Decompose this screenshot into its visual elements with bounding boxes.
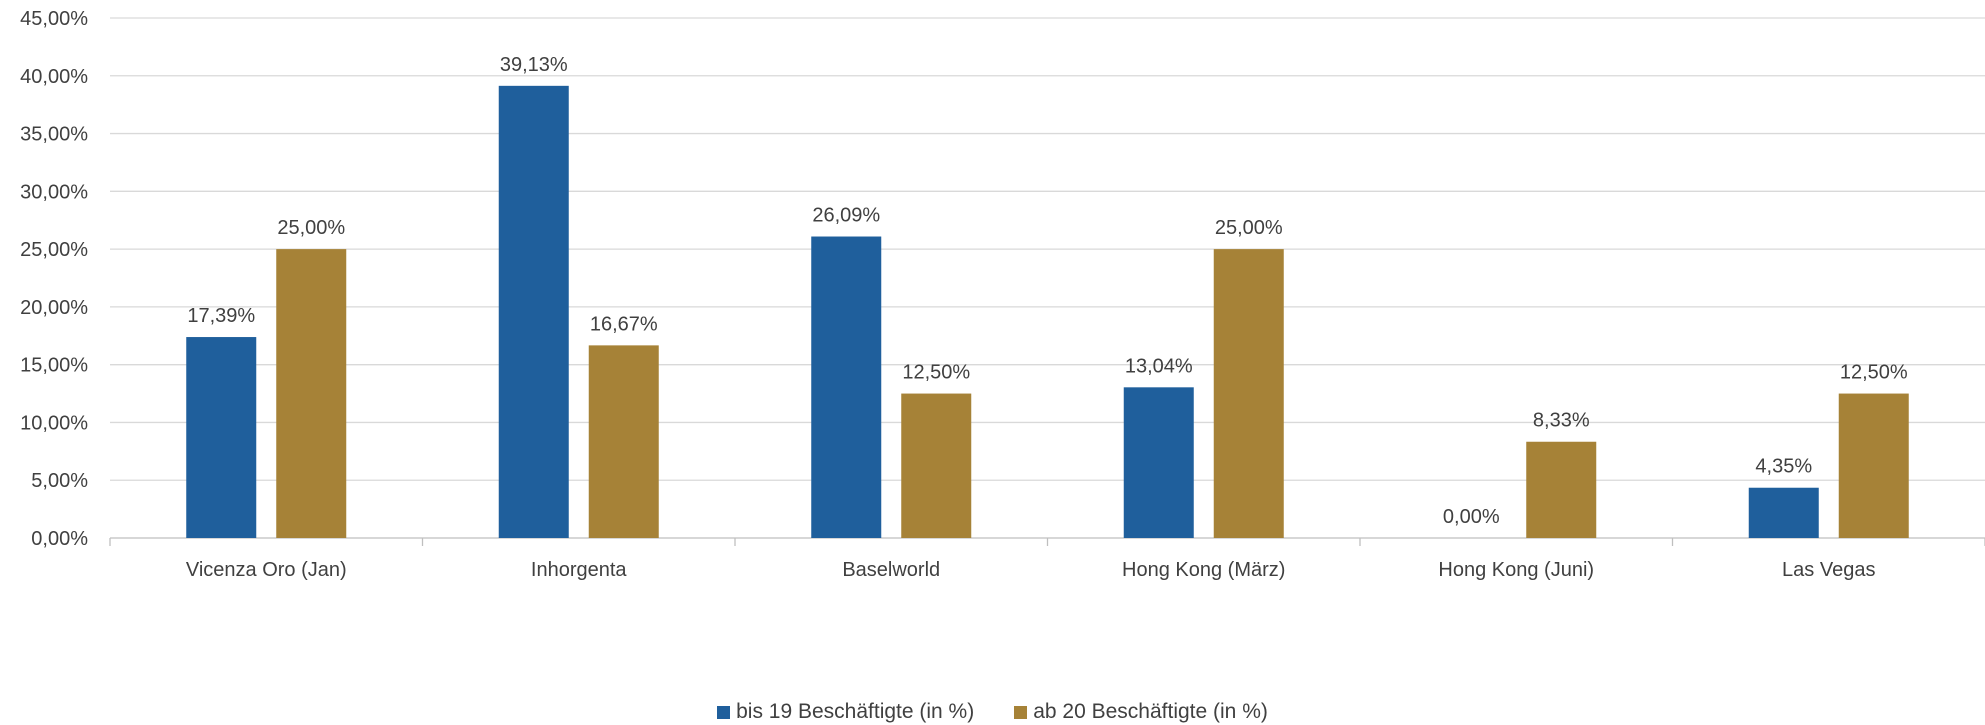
y-tick-label: 45,00% <box>20 8 88 30</box>
y-tick-label: 40,00% <box>20 66 88 88</box>
bar-chart: 0,00% 5,00% 10,00% 15,00% 20,00% 25,00% 30,00%… <box>20 8 1985 581</box>
legend-label-series-2: ab 20 Beschäftigte (in %) <box>1033 700 1268 723</box>
legend-swatch-series-1 <box>717 705 731 719</box>
y-tick-label: 30,00% <box>20 181 88 203</box>
x-tick-label: Baselworld <box>842 559 940 581</box>
y-tick-label: 25,00% <box>20 239 88 261</box>
data-label: 25,00% <box>277 217 345 239</box>
x-tick-label: Inhorgenta <box>531 559 628 581</box>
data-label: 25,00% <box>1215 217 1283 239</box>
data-label: 16,67% <box>590 313 658 335</box>
bar <box>498 85 569 538</box>
data-label: 39,13% <box>500 54 568 76</box>
bar <box>1526 441 1597 538</box>
legend-item-series-2: ab 20 Beschäftigte (in %) <box>1014 700 1268 724</box>
x-tick-label: Las Vegas <box>1782 559 1875 581</box>
y-tick-label: 0,00% <box>31 528 88 550</box>
legend: bis 19 Beschäftigte (in %) ab 20 Beschäf… <box>0 700 1985 724</box>
legend-item-series-1: bis 19 Beschäftigte (in %) <box>717 700 974 724</box>
bar <box>588 345 659 538</box>
x-tick-label: Hong Kong (Juni) <box>1438 559 1594 581</box>
data-label: 17,39% <box>187 305 255 327</box>
y-tick-label: 15,00% <box>20 355 88 377</box>
bar <box>186 337 257 538</box>
y-tick-label: 5,00% <box>31 470 88 492</box>
bar <box>1838 393 1909 538</box>
data-label: 0,00% <box>1443 506 1500 528</box>
data-label: 26,09% <box>812 205 880 227</box>
data-label: 12,50% <box>1840 362 1908 384</box>
data-label: 8,33% <box>1533 410 1590 432</box>
bar <box>1748 487 1819 538</box>
bar <box>901 393 972 538</box>
y-tick-label: 10,00% <box>20 412 88 434</box>
bar <box>1123 387 1194 538</box>
bar <box>1213 249 1284 538</box>
legend-label-series-1: bis 19 Beschäftigte (in %) <box>736 700 975 723</box>
x-tick-label: Vicenza Oro (Jan) <box>186 559 347 581</box>
x-tick-label: Hong Kong (März) <box>1122 559 1285 581</box>
data-label: 4,35% <box>1755 456 1812 478</box>
data-label: 13,04% <box>1125 355 1193 377</box>
data-label: 12,50% <box>902 362 970 384</box>
y-tick-label: 20,00% <box>20 297 88 319</box>
bar <box>276 249 347 538</box>
bar <box>811 236 882 538</box>
legend-swatch-series-2 <box>1014 705 1028 719</box>
y-tick-label: 35,00% <box>20 124 88 146</box>
